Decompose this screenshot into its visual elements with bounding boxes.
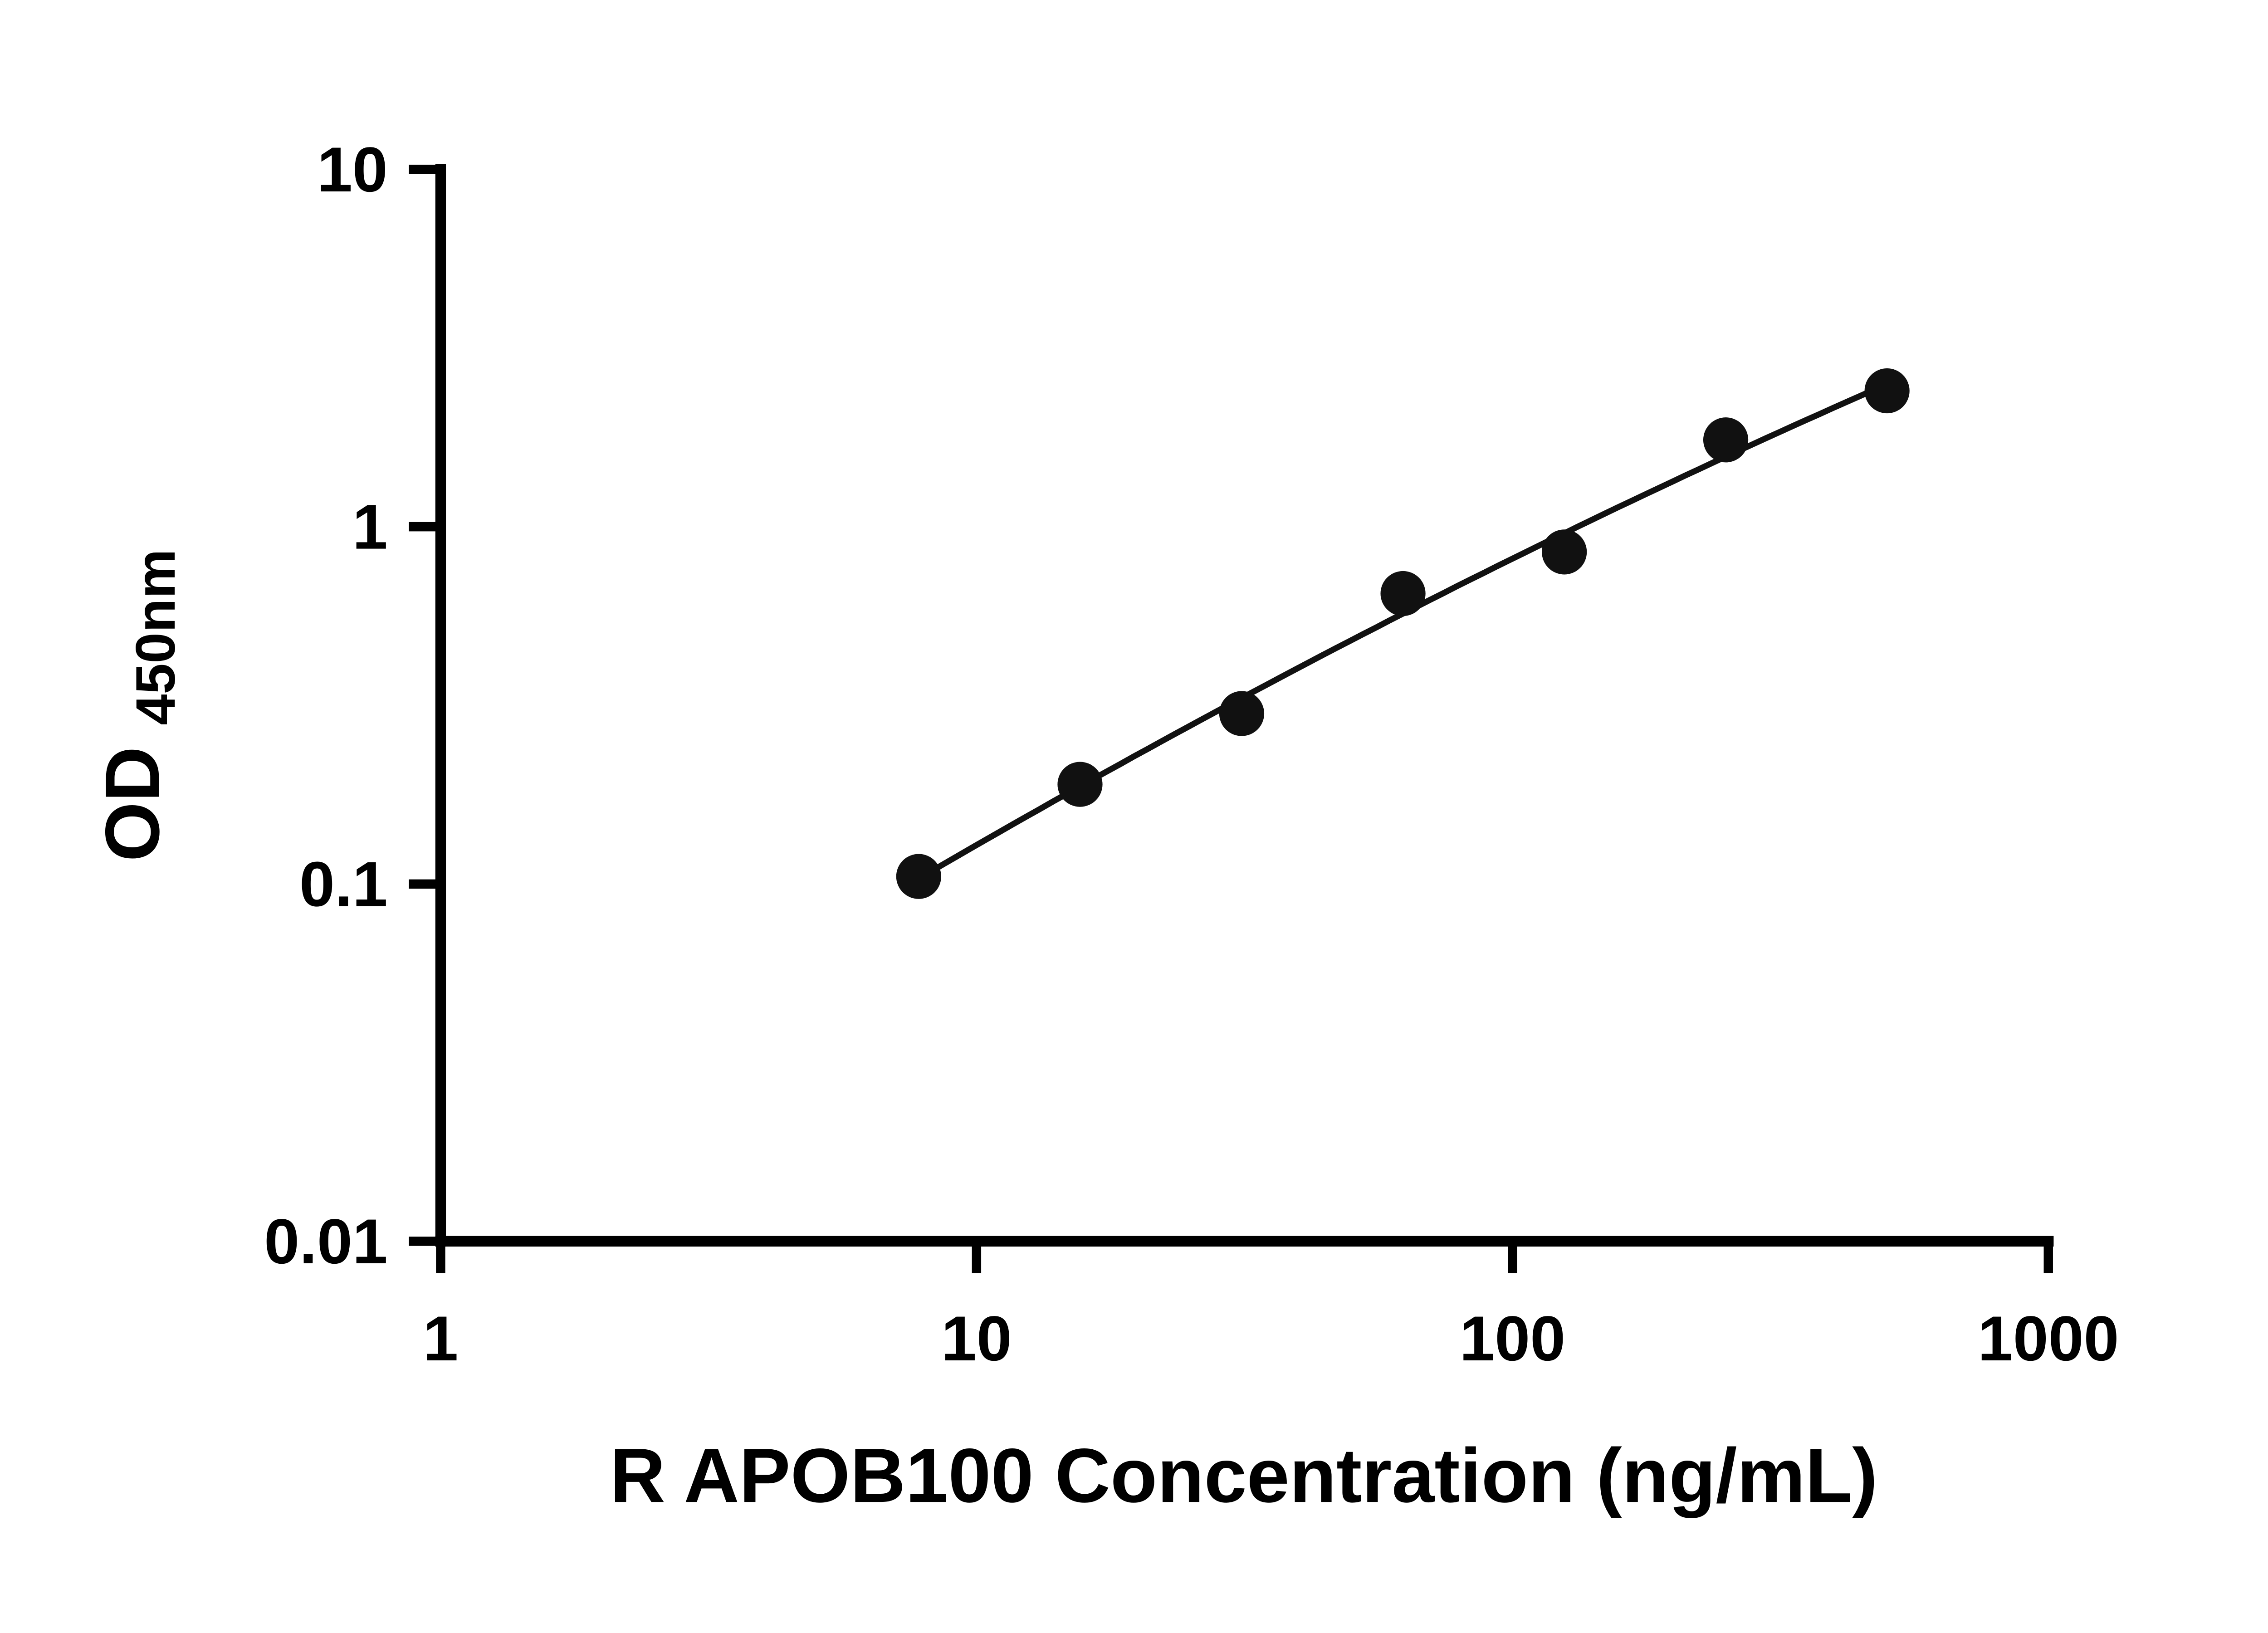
data-point-marker: [1542, 529, 1587, 575]
y-tick-label: 10: [317, 134, 388, 205]
y-axis-title: OD 450nm: [89, 549, 186, 861]
fit-curve: [917, 381, 1888, 881]
plot-area: 1 10 100 1000 10 1 0.1 0.01: [264, 134, 2119, 1374]
x-axis-title: R APOB100 Concentration (ng/mL): [610, 1433, 1878, 1518]
x-tick-label: 1000: [1978, 1303, 2119, 1374]
y-tick-label: 0.1: [299, 848, 388, 919]
data-point-marker: [1057, 762, 1103, 807]
data-point-marker: [1864, 368, 1910, 414]
data-point-marker: [1703, 417, 1749, 463]
x-tick-label: 100: [1459, 1303, 1565, 1374]
data-point-marker: [1380, 571, 1426, 616]
y-axis-title-main: OD: [89, 747, 175, 862]
y-tick-label: 0.01: [264, 1206, 388, 1277]
x-tick-label: 1: [423, 1303, 458, 1374]
data-point-marker: [1219, 691, 1265, 736]
y-tick-label: 1: [352, 491, 388, 562]
x-tick-label: 10: [941, 1303, 1012, 1374]
data-point-marker: [896, 854, 941, 899]
y-axis-title-subscript: 450nm: [124, 549, 186, 725]
